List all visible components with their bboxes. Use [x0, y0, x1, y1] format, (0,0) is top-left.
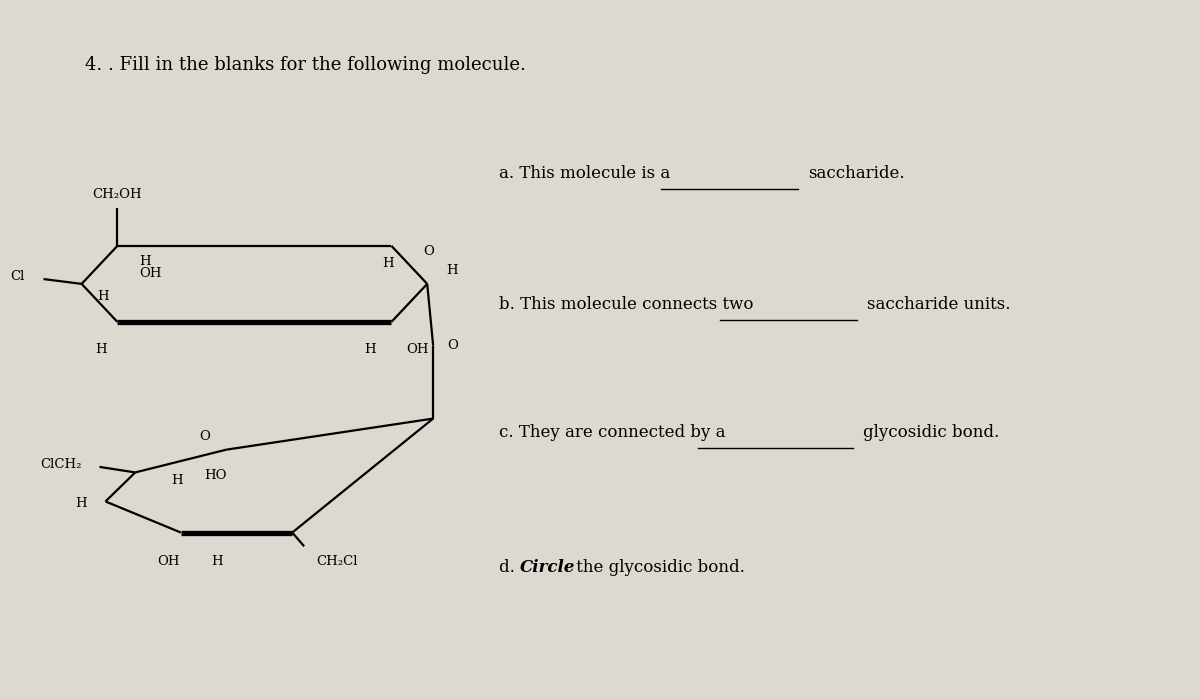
Text: saccharide.: saccharide. [808, 165, 905, 182]
Text: Circle: Circle [520, 559, 576, 575]
Text: O: O [199, 430, 210, 442]
Text: H: H [139, 254, 150, 268]
Text: H: H [97, 290, 109, 303]
Text: a. This molecule is a: a. This molecule is a [499, 165, 676, 182]
Text: glycosidic bond.: glycosidic bond. [863, 424, 998, 441]
Text: the glycosidic bond.: the glycosidic bond. [571, 559, 745, 575]
Text: OH: OH [139, 267, 161, 280]
Text: H: H [95, 343, 107, 356]
Text: H: H [446, 264, 458, 277]
Text: CH₂Cl: CH₂Cl [316, 554, 358, 568]
Text: OH: OH [407, 343, 428, 356]
Text: O: O [448, 339, 458, 352]
Text: H: H [382, 257, 394, 270]
Text: Cl: Cl [10, 271, 24, 284]
Text: b. This molecule connects two: b. This molecule connects two [499, 296, 758, 313]
Text: CH₂OH: CH₂OH [92, 188, 142, 201]
Text: H: H [74, 497, 86, 510]
Text: c. They are connected by a: c. They are connected by a [499, 424, 731, 441]
Text: O: O [424, 245, 434, 258]
Text: HO: HO [204, 470, 227, 482]
Text: 4. . Fill in the blanks for the following molecule.: 4. . Fill in the blanks for the followin… [85, 56, 526, 74]
Text: ClCH₂: ClCH₂ [40, 458, 82, 470]
Text: H: H [364, 343, 376, 356]
Text: H: H [170, 474, 182, 487]
Text: d.: d. [499, 559, 520, 575]
Text: H: H [211, 554, 222, 568]
Text: OH: OH [157, 554, 180, 568]
Text: saccharide units.: saccharide units. [866, 296, 1010, 313]
